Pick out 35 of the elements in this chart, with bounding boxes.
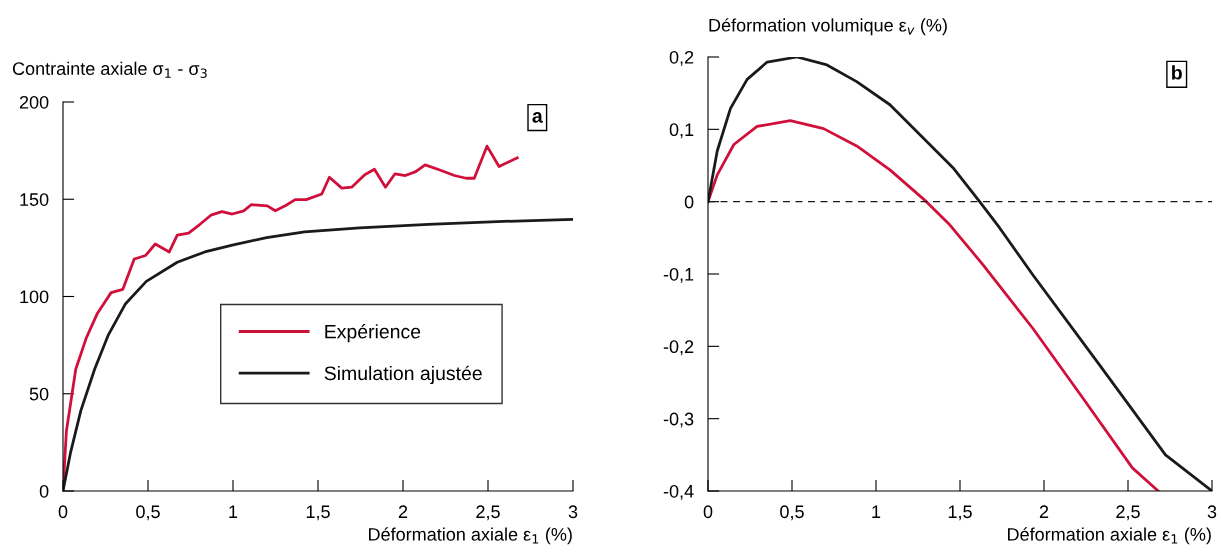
- x-tick-label: 1,5: [948, 505, 972, 521]
- y-axis-title: Déformation volumique ε$_{v}$ (%): [709, 18, 947, 36]
- annotation: b: [1172, 65, 1182, 80]
- x-tick-label: 1,5: [306, 505, 330, 521]
- y-tick-label: 200: [19, 95, 49, 109]
- legend-label: Simulation ajustée: [324, 365, 482, 385]
- line-series: [708, 119, 1160, 491]
- x-tick-label: 0: [58, 505, 68, 519]
- x-tick-label: 2: [1039, 505, 1049, 518]
- x-tick-label: 3: [568, 505, 578, 519]
- y-tick-label: 0,1: [669, 123, 694, 139]
- y-tick-label: -0,2: [663, 340, 694, 356]
- x-tick-label: 2,5: [476, 505, 500, 521]
- y-tick-label: -0,3: [663, 412, 694, 428]
- y-tick-label: 0,2: [669, 50, 694, 66]
- y-tick-label: 50: [29, 387, 49, 401]
- x-tick-label: 1: [229, 505, 238, 518]
- x-tick-label: 2: [398, 505, 408, 518]
- x-axis-title: Déformation axiale ε$_{1}$ (%): [1008, 527, 1211, 545]
- x-tick-label: 1: [872, 505, 881, 518]
- y-tick-label: 100: [20, 290, 49, 304]
- annotation: a: [532, 112, 543, 123]
- x-tick-label: 0,5: [780, 505, 804, 521]
- y-tick-label: -0,1: [663, 267, 694, 283]
- x-tick-label: 0,5: [136, 505, 160, 521]
- x-axis-title: Déformation axiale ε$_{1}$ (%): [369, 527, 572, 545]
- x-tick-label: 0: [703, 505, 713, 519]
- y-tick-label: 0: [684, 195, 694, 209]
- x-tick-label: 3: [1207, 505, 1217, 519]
- y-tick-label: 0: [39, 484, 49, 498]
- legend-label: Expérience: [325, 323, 421, 343]
- y-axis-title: Contrainte axiale σ$_{1}$ - σ$_{3}$: [12, 61, 207, 78]
- x-tick-label: 2,5: [1116, 505, 1140, 521]
- y-tick-label: 150: [20, 193, 49, 206]
- y-tick-label: -0,4: [663, 484, 694, 500]
